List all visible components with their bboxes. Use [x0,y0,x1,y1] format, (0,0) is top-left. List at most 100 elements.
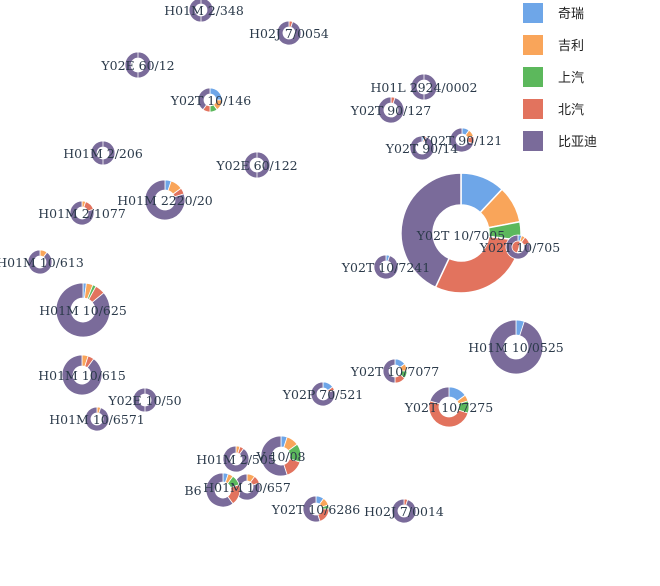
donut-node-h01m-2-505[interactable] [222,445,250,473]
slice-b6-4[interactable] [205,472,234,508]
node-label-h01m-10-625: H01M 10/625 [39,303,127,318]
slice-y02t-90-14-4[interactable] [409,135,435,161]
node-label-y02e-10-50: Y02E 10/50 [107,393,181,408]
donut-node-y02t-90-121[interactable] [449,127,475,153]
slice-y02p-70-521-4[interactable] [310,381,336,407]
slice-y02t-10-7077-4[interactable] [382,358,396,384]
donut-node-y02t-10-705[interactable] [505,234,531,260]
donut-node-h01m-10-6571[interactable] [84,406,110,432]
donut-node-y02e-60-122[interactable] [243,151,271,179]
legend-swatch-4[interactable] [523,131,543,151]
legend-swatch-0[interactable] [523,3,543,23]
donut-node-y02t-10-7077[interactable] [382,358,408,384]
node-label-y02t-10-146: Y02T 10/146 [170,93,251,108]
slice-y02t-10-6286-4[interactable] [302,495,321,523]
node-label-h01m-10-0525: H01M 10/0525 [468,340,564,355]
slice-h02j-7-0054-4[interactable] [276,20,302,46]
node-label-y02p-70-521: Y02P 70/521 [282,387,364,402]
donut-node-h01l-2924-0002[interactable] [410,73,438,101]
slice-h01m-10-0525-4[interactable] [488,319,544,375]
slice-y02t-90-127-4[interactable] [377,96,405,124]
donut-node-y02t-10-7241[interactable] [373,254,399,280]
node-label-h01m-10-615: H01M 10/615 [38,368,126,383]
slice-y02t-10-7241-4[interactable] [373,254,399,280]
slice-h01m-2-206-4[interactable] [90,140,116,166]
slice-y02t-10-7005-3[interactable] [434,235,522,294]
slice-v-10-08-4[interactable] [260,435,288,477]
node-label-b6: B6 [184,483,201,498]
legend-swatch-1[interactable] [523,35,543,55]
slice-h01m-10-6571-4[interactable] [84,406,110,432]
slice-y02t-10-7005-4[interactable] [400,172,462,289]
slice-h01m-10-625-4[interactable] [55,282,111,338]
legend-swatch-2[interactable] [523,67,543,87]
slice-y02t-10-146-4[interactable] [197,87,211,111]
node-label-y02t-10-7005: Y02T 10/7005 [416,228,505,243]
slice-h01m-2-348-4[interactable] [188,0,214,23]
slice-y02e-10-50-4[interactable] [132,387,158,413]
node-label-y02t-90-14: Y02T 90/14 [385,141,459,156]
slice-y02e-60-12-4[interactable] [124,51,152,79]
legend-label-2[interactable]: 上汽 [558,71,584,86]
node-label-h01m-10-613: H01M 10/613 [0,255,84,270]
node-label-y02t-10-705: Y02T 10/705 [479,240,560,255]
donut-node-y02t-90-127[interactable] [377,96,405,124]
donut-node-y02t-10-7005[interactable] [400,172,522,294]
donut-node-y02t-90-14[interactable] [409,135,435,161]
node-label-y02t-10-7275: Y02T 10/7275 [404,400,493,415]
legend-label-0[interactable]: 奇瑞 [558,6,584,22]
donut-node-b6[interactable] [205,472,241,508]
donut-node-h01m-2-1077[interactable] [69,200,95,226]
node-label-h01m-10-6571: H01M 10/6571 [49,412,145,427]
node-label-y02t-90-121: Y02T 90/121 [421,133,502,148]
slice-y02t-10-705-4[interactable] [505,234,531,260]
slice-h01m-10-615-4[interactable] [61,354,103,396]
slice-h01m-2-505-4[interactable] [222,445,250,473]
node-label-h01l-2924-0002: H01L 2924/0002 [371,80,478,95]
donut-node-h02j-7-0014[interactable] [391,498,417,524]
donut-node-h01m-10-613[interactable] [27,249,53,275]
donut-node-h02j-7-0054[interactable] [276,20,302,46]
legend-swatch-3[interactable] [523,99,543,119]
donut-node-h01m-10-615[interactable] [61,354,103,396]
slice-h01m-2-1077-4[interactable] [69,200,95,226]
donut-node-h01m-2220-20[interactable] [144,179,186,221]
donut-node-h01m-10-657[interactable] [233,473,261,501]
slice-h02j-7-0014-4[interactable] [391,498,417,524]
donut-node-y02e-10-50[interactable] [132,387,158,413]
nodes-layer: H01M 2/348 H02J 7/0054 Y02E 60/12 Y02T 10/1… [0,0,564,524]
donut-node-h01m-2-206[interactable] [90,140,116,166]
node-label-v-10-08: V 10/08 [255,449,305,464]
slice-y02t-90-121-4[interactable] [449,127,474,153]
donut-node-v-10-08[interactable] [260,435,302,477]
slice-h01l-2924-0002-4[interactable] [410,73,438,101]
donut-node-h01m-10-0525[interactable] [488,319,544,375]
slice-y02e-60-122-4[interactable] [243,151,271,179]
legend-label-4[interactable]: 比亚迪 [558,135,597,150]
donut-node-y02t-10-146[interactable] [197,87,223,113]
node-label-y02t-10-7241: Y02T 10/7241 [341,260,430,275]
slice-h01m-10-613-4[interactable] [27,249,53,275]
node-label-h01m-2-1077: H01M 2/1077 [38,206,126,221]
legend-label-3[interactable]: 北汽 [558,103,584,118]
slice-h01m-2220-20-4[interactable] [144,179,186,221]
slice-y02t-10-7275-3[interactable] [428,400,469,428]
node-label-h01m-2-206: H01M 2/206 [63,146,143,161]
donut-node-y02t-10-6286[interactable] [302,495,330,523]
legend-label-1[interactable]: 吉利 [558,39,584,54]
donut-node-h01m-2-348[interactable] [188,0,214,23]
slice-y02t-10-7275-4[interactable] [429,386,450,405]
slice-h01m-10-657-4[interactable] [233,473,261,501]
node-label-h01m-2-348: H01M 2/348 [164,3,244,18]
donut-node-y02p-70-521[interactable] [310,381,336,407]
donut-node-y02e-60-12[interactable] [124,51,152,79]
node-label-h02j-7-0014: H02J 7/0014 [364,504,444,519]
node-label-h01m-10-657: H01M 10/657 [203,480,291,495]
donut-node-y02t-10-7275[interactable] [428,386,470,428]
donut-node-h01m-10-625[interactable] [55,282,111,338]
node-label-h01m-2220-20: H01M 2220/20 [117,193,213,208]
node-label-y02t-10-6286: Y02T 10/6286 [271,502,360,517]
